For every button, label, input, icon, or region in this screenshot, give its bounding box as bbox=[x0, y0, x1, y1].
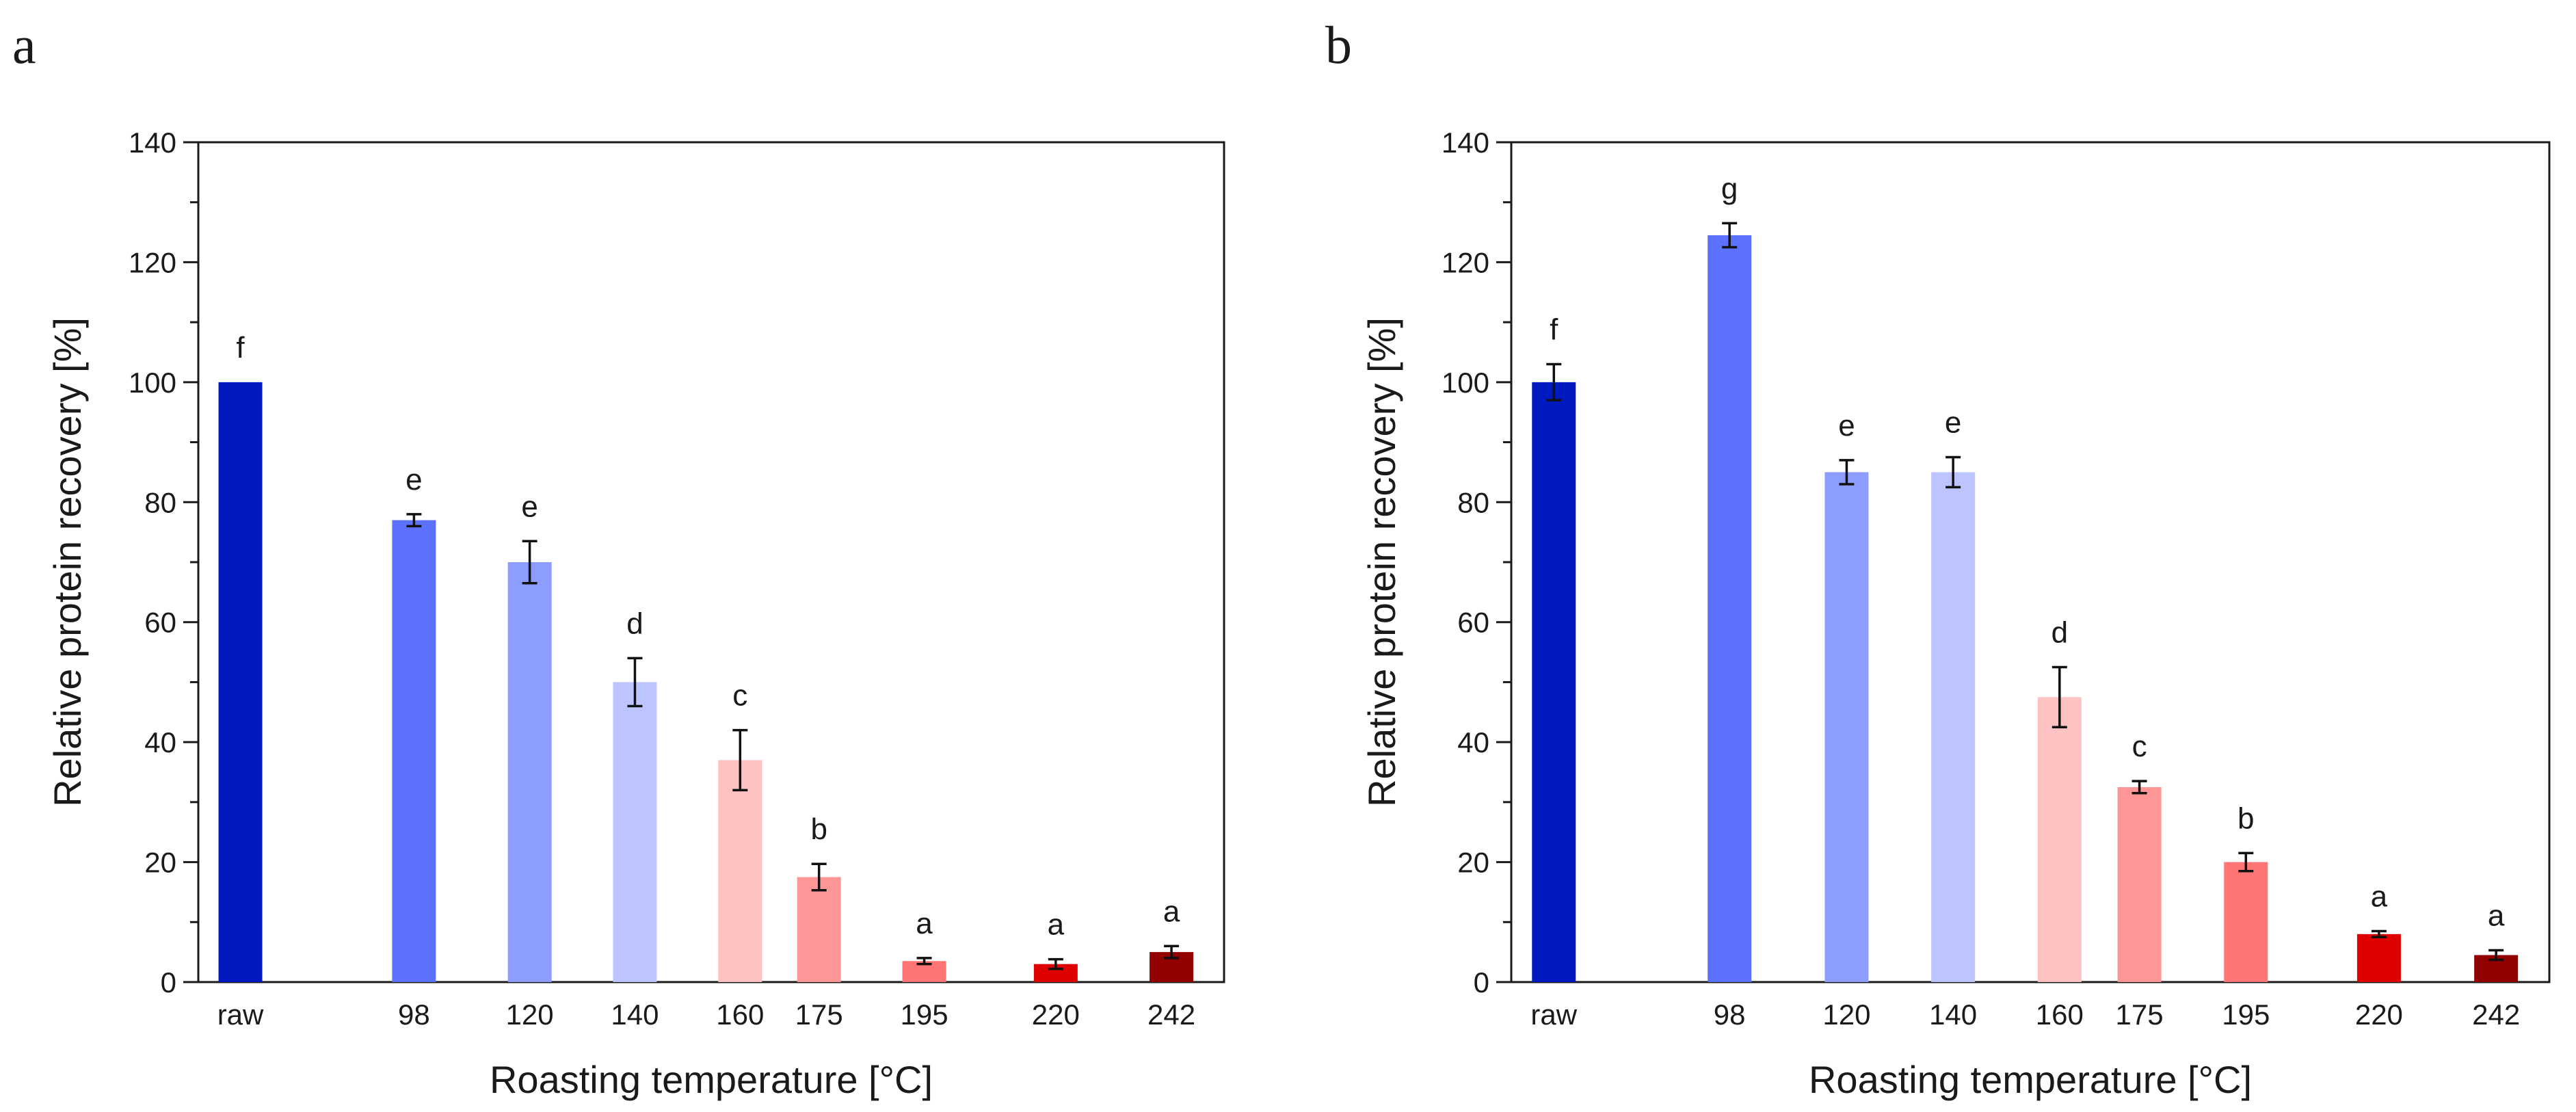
significance-label-140: e bbox=[1945, 406, 1961, 440]
error-bar-140 bbox=[627, 657, 643, 708]
bar-175 bbox=[2117, 786, 2162, 982]
y-tick-label: 120 bbox=[1442, 246, 1489, 278]
y-axis-title: Relative protein recovery [%] bbox=[46, 317, 89, 807]
panel-b: b 0 20 40 60 80 100 120 140 Roasting temperature … bbox=[1325, 15, 2551, 1101]
y-tick-label: 0 bbox=[161, 966, 176, 998]
y-tick-label: 120 bbox=[129, 246, 176, 278]
error-bar-220 bbox=[1048, 957, 1063, 970]
error-bar-220 bbox=[2371, 929, 2387, 938]
error-bar-160 bbox=[2051, 665, 2067, 728]
error-bar-98 bbox=[1722, 222, 1738, 249]
x-tick-label-raw: raw bbox=[217, 998, 264, 1031]
significance-label-242: a bbox=[2488, 899, 2505, 933]
y-tick-label: 40 bbox=[144, 726, 176, 758]
error-bar-175 bbox=[2132, 780, 2147, 795]
error-bar-195 bbox=[916, 957, 932, 966]
bar-160 bbox=[2037, 697, 2082, 982]
bar-98 bbox=[392, 520, 436, 982]
y-tick-label: 80 bbox=[144, 486, 176, 518]
significance-label-160: d bbox=[2051, 616, 2068, 650]
significance-label-175: b bbox=[810, 812, 827, 846]
significance-label-98: g bbox=[1721, 172, 1738, 205]
error-bar-140 bbox=[1946, 455, 1961, 489]
bar-140 bbox=[1931, 472, 1976, 982]
significance-label-195: a bbox=[916, 907, 933, 940]
panel-letter: a bbox=[12, 15, 36, 75]
bar-160 bbox=[718, 760, 762, 982]
y-tick-label: 100 bbox=[1442, 367, 1489, 399]
x-tick-label-175: 175 bbox=[2116, 998, 2164, 1031]
x-tick-label-175: 175 bbox=[795, 998, 843, 1031]
bar-98 bbox=[1708, 235, 1752, 982]
bar-raw bbox=[1532, 382, 1576, 982]
significance-label-175: c bbox=[2132, 730, 2147, 763]
significance-label-220: a bbox=[1048, 908, 1065, 942]
x-tick-label-160: 160 bbox=[716, 998, 764, 1031]
x-tick-label-242: 242 bbox=[2472, 998, 2520, 1031]
x-tick-label-98: 98 bbox=[1714, 998, 1746, 1031]
error-bar-195 bbox=[2238, 851, 2254, 873]
bar-120 bbox=[1824, 472, 1869, 982]
error-bar-160 bbox=[732, 728, 748, 792]
significance-label-raw: f bbox=[1550, 313, 1558, 347]
significance-label-140: d bbox=[626, 607, 643, 640]
x-axis-title: Roasting temperature [°C] bbox=[1809, 1058, 2252, 1101]
y-tick-label: 140 bbox=[1442, 127, 1489, 159]
significance-label-98: e bbox=[406, 463, 422, 497]
x-tick-label-220: 220 bbox=[2355, 998, 2403, 1031]
x-tick-label-195: 195 bbox=[900, 998, 948, 1031]
significance-label-220: a bbox=[2371, 879, 2388, 913]
y-tick-label: 0 bbox=[1474, 966, 1489, 998]
significance-label-242: a bbox=[1163, 895, 1180, 928]
x-tick-label-120: 120 bbox=[1822, 998, 1870, 1031]
bar-140 bbox=[613, 682, 657, 982]
y-tick-label: 60 bbox=[1457, 607, 1489, 639]
y-tick-label: 20 bbox=[144, 847, 176, 879]
y-axis-title: Relative protein recovery [%] bbox=[1360, 317, 1403, 807]
x-tick-label-195: 195 bbox=[2222, 998, 2270, 1031]
y-tick-label: 20 bbox=[1457, 847, 1489, 879]
panel-letter: b bbox=[1325, 15, 1352, 75]
x-tick-label-160: 160 bbox=[2036, 998, 2084, 1031]
bar-220 bbox=[2356, 934, 2401, 982]
x-tick-label-242: 242 bbox=[1147, 998, 1195, 1031]
y-tick-label: 140 bbox=[129, 127, 176, 159]
x-tick-label-raw: raw bbox=[1530, 998, 1577, 1031]
error-bar-175 bbox=[811, 862, 827, 892]
y-tick-label: 40 bbox=[1457, 726, 1489, 758]
significance-label-160: c bbox=[732, 679, 747, 713]
x-tick-label-98: 98 bbox=[398, 998, 430, 1031]
bar-195 bbox=[2224, 862, 2268, 982]
error-bar-242 bbox=[1164, 944, 1180, 959]
plot-frame bbox=[197, 141, 1225, 983]
significance-label-120: e bbox=[521, 490, 537, 523]
significance-label-195: b bbox=[2238, 802, 2254, 835]
error-bar-raw bbox=[1546, 362, 1562, 401]
y-tick-label: 80 bbox=[1457, 486, 1489, 518]
error-bar-242 bbox=[2488, 949, 2504, 962]
x-tick-label-140: 140 bbox=[611, 998, 659, 1031]
plot-frame bbox=[1510, 141, 2551, 983]
bar-raw bbox=[218, 382, 263, 982]
bar-120 bbox=[507, 562, 552, 982]
y-tick-label: 100 bbox=[129, 367, 176, 399]
error-bar-120 bbox=[522, 540, 537, 585]
error-bar-98 bbox=[406, 513, 422, 528]
bar-175 bbox=[797, 877, 841, 982]
y-tick-label: 60 bbox=[144, 607, 176, 639]
x-tick-label-220: 220 bbox=[1032, 998, 1080, 1031]
x-tick-label-120: 120 bbox=[506, 998, 554, 1031]
error-bar-120 bbox=[1839, 459, 1855, 486]
panel-a: a 0 20 40 60 80 100 120 140 Roasting temperature … bbox=[12, 15, 1225, 1101]
significance-label-raw: f bbox=[236, 331, 245, 365]
significance-label-120: e bbox=[1838, 409, 1855, 442]
x-tick-label-140: 140 bbox=[1929, 998, 1977, 1031]
x-axis-title: Roasting temperature [°C] bbox=[490, 1058, 933, 1101]
